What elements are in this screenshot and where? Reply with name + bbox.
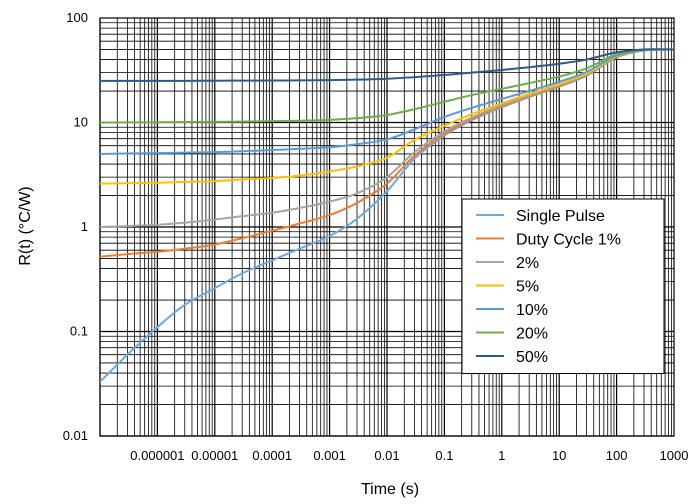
x-tick-label: 1000	[660, 448, 689, 463]
y-tick-label: 1	[81, 219, 88, 234]
legend-label: 50%	[516, 349, 548, 366]
series-line-5	[100, 48, 674, 155]
x-tick-label: 0.1	[435, 448, 453, 463]
y-axis-title: R(t) (°C/W)	[17, 186, 34, 265]
y-tick-labels: 0.01 0.1 1 10 100	[63, 10, 88, 443]
y-tick-label: 10	[74, 115, 88, 130]
y-tick-label: 0.1	[70, 324, 88, 339]
legend-label: Single Pulse	[516, 208, 605, 225]
series-line-4	[100, 48, 674, 185]
x-tick-label: 1	[498, 448, 505, 463]
x-tick-label: 100	[606, 448, 628, 463]
x-tick-label: 0.001	[313, 448, 346, 463]
x-tick-label: 0.0001	[252, 448, 292, 463]
x-tick-label: 0.00001	[191, 448, 238, 463]
y-tick-label: 100	[66, 10, 88, 25]
legend: Single Pulse Duty Cycle 1% 2% 5% 10% 20% 50%	[461, 198, 665, 374]
legend-label: 20%	[516, 326, 548, 343]
y-tick-label: 0.01	[63, 428, 88, 443]
x-tick-label: 0.01	[374, 448, 399, 463]
x-tick-labels: 0.000001 0.00001 0.0001 0.001 0.01 0.1 1 10 100 1…	[130, 448, 688, 463]
series-lines	[100, 48, 674, 383]
legend-label: 2%	[516, 255, 539, 272]
x-axis-title: Time (s)	[361, 481, 419, 498]
x-tick-label: 0.000001	[130, 448, 184, 463]
legend-label: 5%	[516, 279, 539, 296]
x-tick-label: 10	[552, 448, 566, 463]
legend-label: 10%	[516, 302, 548, 319]
legend-label: Duty Cycle 1%	[516, 232, 621, 249]
series-line-6	[100, 48, 674, 124]
series-line-7	[100, 48, 674, 82]
